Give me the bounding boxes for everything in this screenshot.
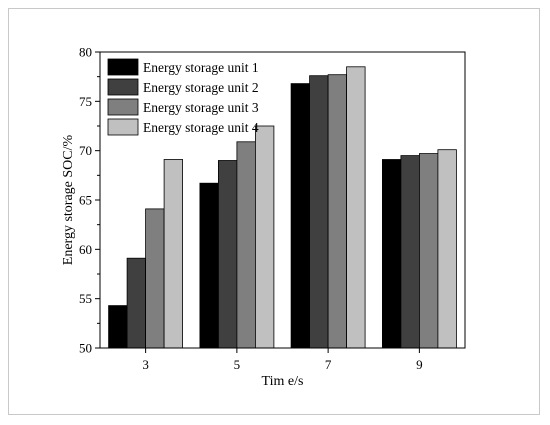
- bar-4-3: [163, 159, 184, 349]
- y-tick-label: 80: [79, 45, 92, 60]
- x-tick-label: 7: [325, 357, 332, 372]
- y-tick-label: 75: [79, 94, 92, 109]
- legend-swatch-1: [107, 58, 139, 76]
- bar-4-5: [254, 125, 275, 349]
- legend-label-2: Energy storage unit 2: [143, 80, 259, 95]
- legend-swatch-2: [107, 78, 139, 96]
- x-tick-label: 9: [416, 357, 423, 372]
- bar-4-7: [346, 66, 366, 349]
- bar-1-9: [381, 159, 402, 349]
- bar-1-3: [108, 305, 128, 349]
- bar-3-3: [145, 208, 165, 349]
- bar-1-7: [290, 83, 311, 349]
- bar-3-7: [327, 74, 348, 349]
- y-axis: 50 55 60 65 70 75 80: [79, 45, 100, 356]
- y-tick-label: 65: [79, 193, 92, 208]
- bar-3-9: [418, 153, 439, 349]
- y-axis-label: Energy storage SOC/%: [61, 134, 76, 265]
- bar-3-5: [236, 141, 256, 349]
- bar-2-9: [400, 155, 420, 349]
- bar-2-5: [217, 160, 238, 349]
- y-tick-label: 60: [79, 242, 92, 257]
- legend-swatch-3: [107, 98, 139, 116]
- legend-swatch-4: [107, 118, 139, 136]
- bar-2-3: [126, 257, 146, 349]
- x-axis-label: Tim e/s: [262, 374, 304, 389]
- legend-label-3: Energy storage unit 3: [143, 100, 259, 115]
- legend: Energy storage unit 1 Energy storage unit…: [107, 58, 259, 136]
- x-axis: 3 5 7 9: [142, 348, 423, 372]
- bar-4-9: [437, 149, 457, 349]
- y-tick-label: 55: [79, 291, 92, 306]
- bar-2-7: [309, 75, 329, 349]
- bars-group: [108, 66, 457, 349]
- legend-label-1: Energy storage unit 1: [143, 60, 259, 75]
- x-tick-label: 5: [234, 357, 241, 372]
- y-tick-label: 70: [79, 143, 92, 158]
- x-tick-label: 3: [142, 357, 149, 372]
- y-tick-label: 50: [79, 341, 92, 356]
- bar-1-5: [199, 182, 219, 349]
- legend-label-4: Energy storage unit 4: [143, 120, 259, 135]
